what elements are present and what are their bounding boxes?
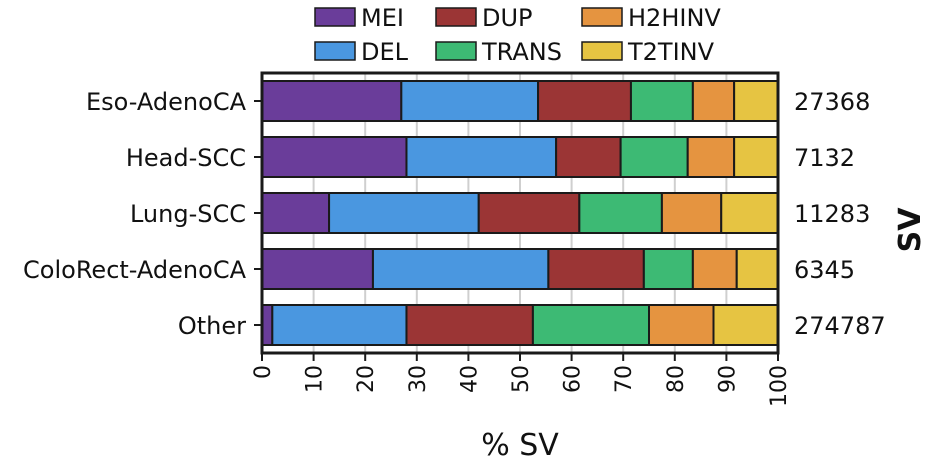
legend-swatch-mei: [314, 7, 356, 27]
bar-colorect-adenoca-dup: [547, 248, 645, 290]
bar-lung-scc-dup: [477, 192, 581, 234]
bar-eso-adenoca-trans: [629, 80, 694, 122]
x-tick-label-100: 100: [767, 365, 792, 407]
bar-lung-scc-del: [328, 192, 480, 234]
bar-other-h2hinv: [648, 304, 715, 346]
category-label-eso-adenoca: Eso-AdenoCA: [86, 88, 247, 116]
x-tick-label-10: 10: [303, 365, 328, 393]
x-tick-label-60: 60: [561, 365, 586, 393]
legend-swatch-trans: [435, 41, 477, 61]
total-label-other: 274787: [794, 312, 886, 340]
legend-label-trans: TRANS: [481, 38, 562, 66]
bar-eso-adenoca-t2tinv: [733, 80, 780, 122]
bar-colorect-adenoca-mei: [261, 248, 374, 290]
legend-swatch-t2tinv: [581, 41, 623, 61]
category-label-head-scc: Head-SCC: [126, 144, 246, 172]
x-tick-label-90: 90: [715, 365, 740, 393]
bar-other-t2tinv: [712, 304, 779, 346]
bar-lung-scc-mei: [261, 192, 331, 234]
bar-head-scc-h2hinv: [686, 136, 736, 178]
legend-label-t2tinv: T2TINV: [627, 38, 715, 66]
legend-label-dup: DUP: [482, 4, 533, 32]
total-label-colorect-adenoca: 6345: [794, 256, 855, 284]
bar-head-scc-del: [405, 136, 558, 178]
bar-other-dup: [405, 304, 534, 346]
category-label-other: Other: [178, 312, 246, 340]
category-label-lung-scc: Lung-SCC: [130, 200, 246, 228]
legend: MEI DUP H2HINV DEL TRANS T2TINV: [314, 4, 721, 66]
x-ticks: 0 10 20 30 40 50 60 70 80 90 100: [251, 353, 792, 407]
bars: [261, 80, 780, 346]
bar-other-del: [271, 304, 408, 346]
total-label-eso-adenoca: 27368: [794, 88, 870, 116]
x-tick-label-30: 30: [406, 365, 431, 393]
x-tick-label-50: 50: [509, 365, 534, 393]
category-labels: Eso-AdenoCA Head-SCC Lung-SCC ColoRect-Aden…: [23, 88, 262, 340]
bar-lung-scc-t2tinv: [720, 192, 779, 234]
legend-swatch-dup: [435, 7, 477, 27]
legend-label-h2hinv: H2HINV: [628, 4, 721, 32]
bar-lung-scc-h2hinv: [660, 192, 723, 234]
total-labels: 27368 7132 11283 6345 274787: [794, 88, 886, 340]
bar-eso-adenoca-mei: [261, 80, 403, 122]
bar-other-trans: [531, 304, 651, 346]
bar-head-scc-dup: [555, 136, 622, 178]
legend-swatch-h2hinv: [581, 7, 623, 27]
bar-eso-adenoca-h2hinv: [691, 80, 736, 122]
x-axis-label: % SV: [481, 428, 559, 463]
bar-head-scc-t2tinv: [733, 136, 780, 178]
total-label-lung-scc: 11283: [794, 200, 870, 228]
bar-eso-adenoca-dup: [537, 80, 632, 122]
x-tick-label-80: 80: [664, 365, 689, 393]
bar-eso-adenoca-del: [400, 80, 540, 122]
category-label-colorect-adenoca: ColoRect-AdenoCA: [23, 256, 247, 284]
x-tick-label-0: 0: [251, 365, 276, 379]
bar-lung-scc-trans: [578, 192, 663, 234]
legend-label-del: DEL: [361, 38, 409, 66]
legend-label-mei: MEI: [361, 4, 404, 32]
bar-head-scc-mei: [261, 136, 408, 178]
total-label-head-scc: 7132: [794, 144, 855, 172]
bar-head-scc-trans: [619, 136, 689, 178]
bar-colorect-adenoca-del: [371, 248, 550, 290]
bar-colorect-adenoca-h2hinv: [691, 248, 738, 290]
x-tick-label-20: 20: [354, 365, 379, 393]
x-tick-label-40: 40: [457, 365, 482, 393]
bar-colorect-adenoca-t2tinv: [735, 248, 779, 290]
bar-colorect-adenoca-trans: [642, 248, 694, 290]
x-tick-label-70: 70: [612, 365, 637, 393]
right-axis-label: SV: [893, 207, 928, 253]
legend-swatch-del: [314, 41, 356, 61]
bar-other-mei: [261, 304, 274, 346]
